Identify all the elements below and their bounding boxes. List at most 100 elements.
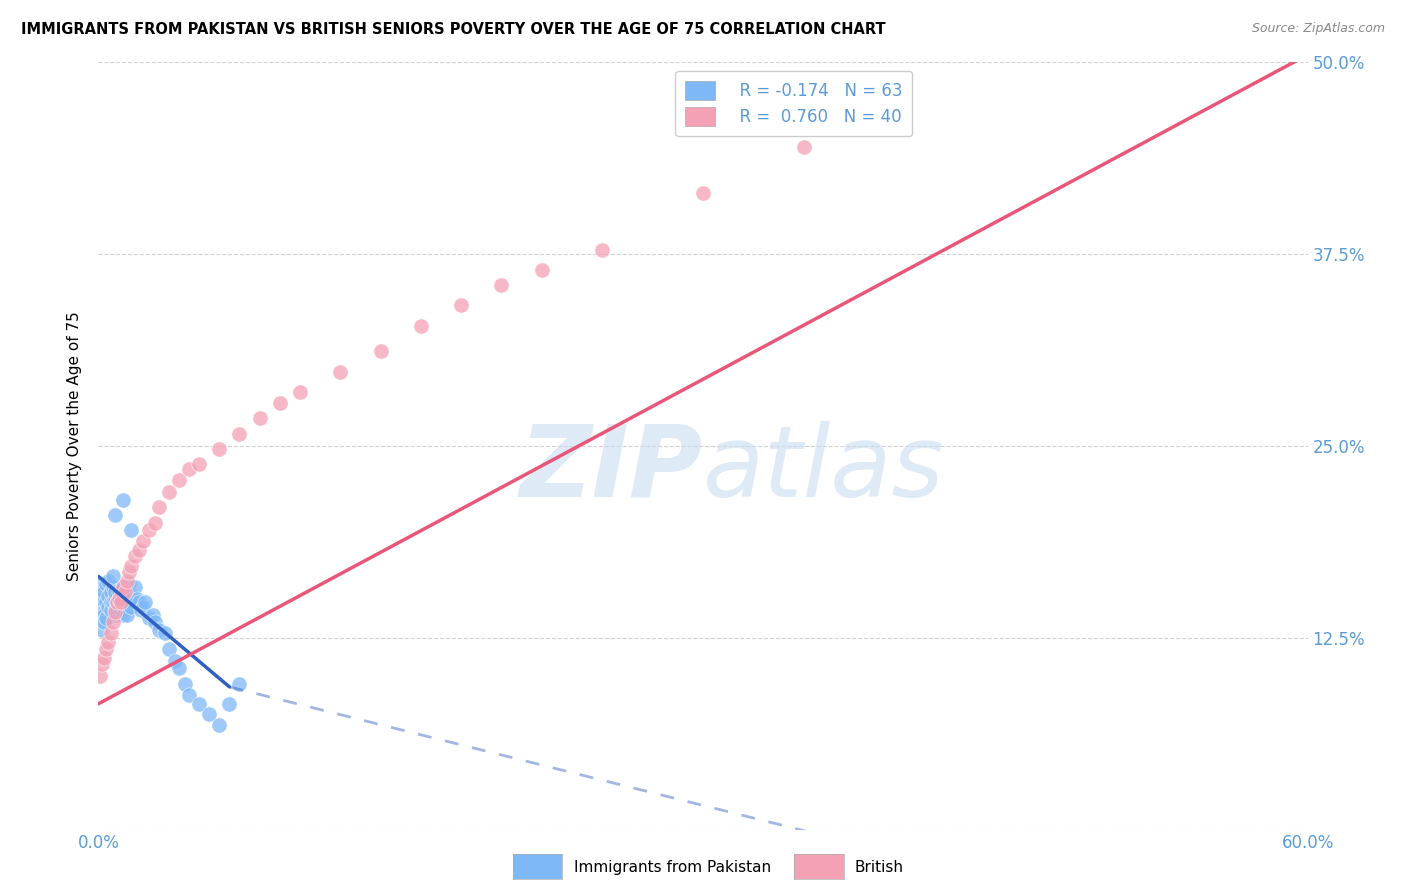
Point xyxy=(132,600,155,615)
Point xyxy=(118,577,141,591)
Text: Immigrants from Pakistan: Immigrants from Pakistan xyxy=(574,860,770,874)
Point xyxy=(111,580,134,594)
Point xyxy=(129,603,152,617)
Point xyxy=(110,590,132,604)
Point xyxy=(692,186,714,200)
Point xyxy=(138,524,160,538)
Point xyxy=(174,677,197,691)
Point xyxy=(111,580,134,594)
Point xyxy=(143,516,166,530)
Point xyxy=(269,396,291,410)
Point xyxy=(91,577,114,591)
Point xyxy=(134,595,156,609)
Point xyxy=(96,611,118,625)
Point xyxy=(101,595,124,609)
Point xyxy=(97,590,120,604)
Text: Source: ZipAtlas.com: Source: ZipAtlas.com xyxy=(1251,22,1385,36)
Point xyxy=(228,677,250,691)
Point xyxy=(110,595,132,609)
Point xyxy=(329,365,352,379)
Point xyxy=(188,458,211,472)
Text: British: British xyxy=(855,860,904,874)
Point xyxy=(107,600,129,615)
Point xyxy=(103,584,125,599)
Point xyxy=(591,243,613,257)
Point xyxy=(103,603,125,617)
Point xyxy=(157,641,180,656)
Point xyxy=(115,584,138,599)
Point xyxy=(118,565,141,579)
Point xyxy=(93,584,115,599)
Point xyxy=(107,584,129,599)
Point xyxy=(115,607,138,622)
Text: IMMIGRANTS FROM PAKISTAN VS BRITISH SENIORS POVERTY OVER THE AGE OF 75 CORRELATI: IMMIGRANTS FROM PAKISTAN VS BRITISH SENI… xyxy=(21,22,886,37)
Point xyxy=(179,688,201,702)
Point xyxy=(188,697,211,711)
Point xyxy=(114,584,136,599)
Point xyxy=(91,592,114,607)
Point xyxy=(89,584,111,599)
Point xyxy=(103,508,125,522)
Point xyxy=(249,411,271,425)
Point xyxy=(105,595,128,609)
Point xyxy=(97,635,120,649)
Point xyxy=(167,473,190,487)
Point xyxy=(101,615,124,630)
Point xyxy=(115,574,138,588)
Point xyxy=(142,607,165,622)
Point xyxy=(111,492,134,507)
Point xyxy=(218,697,240,711)
Point xyxy=(491,277,513,292)
Point xyxy=(111,607,134,622)
Point xyxy=(97,574,120,588)
Point xyxy=(179,462,201,476)
Text: atlas: atlas xyxy=(703,420,945,517)
Point xyxy=(101,569,124,583)
Point xyxy=(107,592,129,607)
Point xyxy=(208,442,231,456)
Y-axis label: Seniors Poverty Over the Age of 75: Seniors Poverty Over the Age of 75 xyxy=(67,311,83,581)
Point xyxy=(89,669,111,683)
Point xyxy=(114,595,136,609)
Point xyxy=(121,590,143,604)
Point xyxy=(167,661,190,675)
Point xyxy=(100,584,122,599)
Point xyxy=(103,592,125,607)
Legend:   R = -0.174   N = 63,   R =  0.760   N = 40: R = -0.174 N = 63, R = 0.760 N = 40 xyxy=(675,70,912,136)
Point xyxy=(100,595,122,609)
Point xyxy=(93,650,115,665)
Point xyxy=(91,657,114,671)
Point xyxy=(793,140,815,154)
Point xyxy=(288,385,311,400)
Point xyxy=(228,426,250,441)
Point xyxy=(97,600,120,615)
Point xyxy=(114,603,136,617)
Point xyxy=(148,623,170,637)
Point xyxy=(163,654,186,668)
Point xyxy=(118,595,141,609)
Point xyxy=(105,607,128,622)
Point xyxy=(132,534,155,549)
Point xyxy=(110,595,132,609)
Point xyxy=(128,543,150,558)
Point xyxy=(125,592,148,607)
Point xyxy=(409,319,432,334)
Text: ZIP: ZIP xyxy=(520,420,703,517)
Point xyxy=(120,524,142,538)
Point xyxy=(100,626,122,640)
Point xyxy=(124,549,146,564)
Point xyxy=(96,641,118,656)
Point xyxy=(96,595,118,609)
Point xyxy=(120,558,142,573)
Point xyxy=(120,600,142,615)
Point xyxy=(148,500,170,515)
Point xyxy=(124,580,146,594)
Point xyxy=(450,298,472,312)
Point xyxy=(153,626,176,640)
Point xyxy=(93,615,115,630)
Point xyxy=(91,623,114,637)
Point xyxy=(89,600,111,615)
Point xyxy=(103,605,125,619)
Point xyxy=(105,595,128,609)
Point xyxy=(370,343,392,358)
